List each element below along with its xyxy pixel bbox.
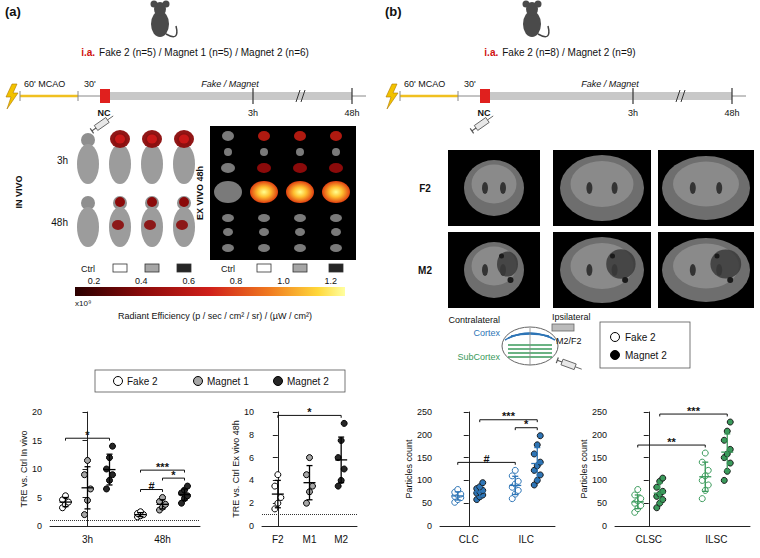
svg-text:50: 50 <box>422 498 432 508</box>
svg-text:Ipsilateral: Ipsilateral <box>552 312 591 322</box>
svg-text:20: 20 <box>32 407 42 417</box>
svg-text:Magnet 2: Magnet 2 <box>287 376 329 387</box>
svg-text:Cortex: Cortex <box>473 328 500 338</box>
svg-text:48h: 48h <box>724 108 739 118</box>
svg-text:i.a.Fake 2 (n=5) / Magnet 1 (n: i.a.Fake 2 (n=5) / Magnet 1 (n=5) / Magn… <box>81 47 309 58</box>
svg-text:5: 5 <box>37 493 42 503</box>
svg-text:M2: M2 <box>418 265 432 276</box>
svg-text:100: 100 <box>417 475 432 485</box>
svg-text:TRE vs. Ctrl In vivo: TRE vs. Ctrl In vivo <box>19 430 29 507</box>
svg-text:*: * <box>307 406 312 418</box>
svg-text:F2: F2 <box>419 183 431 194</box>
svg-text:***: *** <box>156 461 170 473</box>
svg-text:1.0: 1.0 <box>277 276 290 286</box>
svg-text:M2/F2: M2/F2 <box>556 336 582 346</box>
svg-text:F2: F2 <box>272 534 284 545</box>
svg-text:Radiant Efficiency (p / sec /: Radiant Efficiency (p / sec / cm² / sr) … <box>118 311 312 321</box>
svg-text:Contralateral: Contralateral <box>448 315 500 325</box>
svg-text:0: 0 <box>427 521 432 531</box>
svg-text:10: 10 <box>32 464 42 474</box>
svg-text:30': 30' <box>84 79 96 89</box>
svg-text:3h: 3h <box>628 108 638 118</box>
svg-text:0.2: 0.2 <box>88 276 101 286</box>
svg-text:3h: 3h <box>57 155 68 166</box>
svg-text:Particles count: Particles count <box>579 439 589 499</box>
svg-text:6: 6 <box>249 453 254 463</box>
svg-text:150: 150 <box>592 453 607 463</box>
svg-text:#: # <box>483 453 489 465</box>
svg-text:48h: 48h <box>51 217 68 228</box>
svg-text:1.2: 1.2 <box>325 276 338 286</box>
svg-text:ILC: ILC <box>518 534 534 545</box>
svg-text:60' MCAO: 60' MCAO <box>24 79 65 89</box>
svg-text:250: 250 <box>592 407 607 417</box>
svg-text:0: 0 <box>602 521 607 531</box>
svg-text:200: 200 <box>417 430 432 440</box>
svg-text:CLC: CLC <box>459 534 479 545</box>
svg-text:Fake / Magnet: Fake / Magnet <box>201 79 259 89</box>
svg-text:48h: 48h <box>154 534 171 545</box>
svg-text:(b): (b) <box>385 4 402 19</box>
svg-text:SubCortex: SubCortex <box>457 352 500 362</box>
svg-text:Fake 2: Fake 2 <box>625 332 656 343</box>
svg-text:0.8: 0.8 <box>230 276 243 286</box>
svg-text:30': 30' <box>464 79 476 89</box>
svg-text:***: *** <box>687 405 701 417</box>
svg-text:Magnet 1: Magnet 1 <box>207 376 249 387</box>
svg-text:ILSC: ILSC <box>705 534 727 545</box>
svg-text:EX VIVO 48h: EX VIVO 48h <box>195 166 205 220</box>
svg-text:200: 200 <box>592 430 607 440</box>
svg-text:Magnet 2: Magnet 2 <box>625 350 667 361</box>
svg-text:**: ** <box>667 436 676 448</box>
svg-text:M2: M2 <box>334 534 348 545</box>
svg-text:3h: 3h <box>82 534 93 545</box>
svg-text:NC: NC <box>478 108 491 118</box>
svg-text:0: 0 <box>37 521 42 531</box>
svg-text:(a): (a) <box>5 4 21 19</box>
svg-text:***: *** <box>502 410 516 422</box>
svg-text:48h: 48h <box>344 108 359 118</box>
svg-text:*: * <box>85 429 90 441</box>
svg-text:#: # <box>148 480 154 492</box>
svg-text:CLSC: CLSC <box>635 534 662 545</box>
svg-text:i.a.Fake 2 (n=8) / Magnet 2 (n: i.a.Fake 2 (n=8) / Magnet 2 (n=9) <box>484 47 635 58</box>
svg-text:8: 8 <box>249 430 254 440</box>
svg-text:Ctrl: Ctrl <box>221 264 235 274</box>
svg-text:Ctrl: Ctrl <box>81 264 95 274</box>
svg-text:0.6: 0.6 <box>182 276 195 286</box>
svg-text:IN VIVO: IN VIVO <box>14 175 24 208</box>
svg-text:Fake 2: Fake 2 <box>127 376 158 387</box>
svg-text:Fake / Magnet: Fake / Magnet <box>581 79 639 89</box>
svg-text:NC: NC <box>98 108 111 118</box>
svg-text:TRE vs. Ctrl Ex vivo 48h: TRE vs. Ctrl Ex vivo 48h <box>231 420 241 518</box>
svg-text:0.4: 0.4 <box>135 276 148 286</box>
svg-text:0: 0 <box>249 521 254 531</box>
svg-text:3h: 3h <box>248 108 258 118</box>
svg-text:250: 250 <box>417 407 432 417</box>
svg-text:4: 4 <box>249 475 254 485</box>
svg-text:100: 100 <box>592 475 607 485</box>
svg-text:15: 15 <box>32 436 42 446</box>
svg-text:150: 150 <box>417 453 432 463</box>
svg-text:50: 50 <box>597 498 607 508</box>
svg-text:10: 10 <box>244 407 254 417</box>
svg-text:60' MCAO: 60' MCAO <box>404 79 445 89</box>
svg-text:Particles count: Particles count <box>404 439 414 499</box>
svg-text:x10⁹: x10⁹ <box>75 299 91 308</box>
svg-text:2: 2 <box>249 498 254 508</box>
svg-text:M1: M1 <box>303 534 317 545</box>
